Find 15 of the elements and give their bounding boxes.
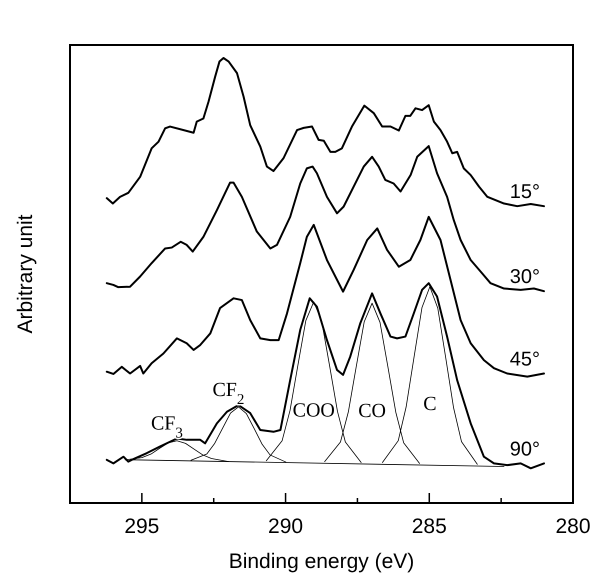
- x-tick-label: 295: [124, 515, 160, 538]
- series-label: C: [423, 393, 437, 416]
- series-label: COO: [292, 400, 335, 422]
- series-label: 15°: [510, 181, 540, 204]
- x-tick-label: 280: [555, 515, 591, 538]
- series-label: CO: [358, 400, 386, 422]
- x-axis-title: Binding energy (eV): [228, 550, 414, 573]
- y-axis-title: Arbitrary unit: [14, 214, 37, 334]
- series-label: CF$_{3}$: [150, 412, 183, 442]
- series-label: 45°: [510, 348, 540, 371]
- series-label: CF$_{2}$: [212, 378, 244, 408]
- x-tick-label: 285: [412, 515, 447, 538]
- x-tick-label: 290: [268, 515, 304, 538]
- series-label: 90°: [510, 438, 540, 460]
- series-label: 30°: [510, 266, 540, 288]
